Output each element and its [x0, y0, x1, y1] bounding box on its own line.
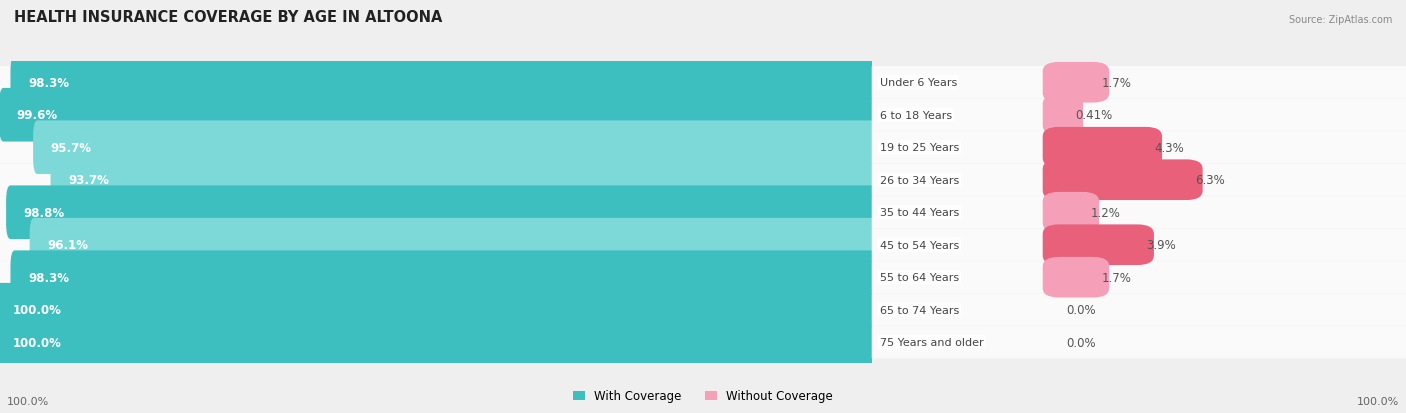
FancyBboxPatch shape [872, 229, 1406, 261]
Text: 1.2%: 1.2% [1091, 206, 1121, 219]
FancyBboxPatch shape [1043, 192, 1099, 233]
Text: 96.1%: 96.1% [46, 239, 89, 252]
Text: HEALTH INSURANCE COVERAGE BY AGE IN ALTOONA: HEALTH INSURANCE COVERAGE BY AGE IN ALTO… [14, 10, 443, 25]
Text: 4.3%: 4.3% [1154, 141, 1184, 154]
Text: 0.41%: 0.41% [1076, 109, 1112, 122]
FancyBboxPatch shape [1043, 128, 1161, 168]
Text: 98.8%: 98.8% [24, 206, 65, 219]
Text: 100.0%: 100.0% [1357, 396, 1399, 406]
FancyBboxPatch shape [6, 186, 876, 240]
Text: 1.7%: 1.7% [1101, 76, 1130, 90]
Text: 19 to 25 Years: 19 to 25 Years [880, 143, 959, 153]
Text: 6 to 18 Years: 6 to 18 Years [880, 110, 952, 121]
FancyBboxPatch shape [0, 100, 872, 131]
FancyBboxPatch shape [872, 164, 1406, 196]
Text: 3.9%: 3.9% [1146, 239, 1175, 252]
Text: 95.7%: 95.7% [51, 141, 91, 154]
FancyBboxPatch shape [0, 261, 872, 294]
Text: 93.7%: 93.7% [67, 174, 108, 187]
Text: Source: ZipAtlas.com: Source: ZipAtlas.com [1288, 15, 1392, 25]
FancyBboxPatch shape [0, 132, 872, 164]
FancyBboxPatch shape [872, 261, 1406, 294]
FancyBboxPatch shape [872, 100, 1406, 131]
FancyBboxPatch shape [1043, 257, 1109, 298]
FancyBboxPatch shape [0, 326, 872, 358]
FancyBboxPatch shape [872, 326, 1406, 358]
FancyBboxPatch shape [10, 56, 876, 110]
Text: 26 to 34 Years: 26 to 34 Years [880, 175, 959, 185]
FancyBboxPatch shape [0, 197, 872, 229]
Text: 45 to 54 Years: 45 to 54 Years [880, 240, 959, 250]
FancyBboxPatch shape [872, 132, 1406, 164]
Text: 65 to 74 Years: 65 to 74 Years [880, 305, 959, 315]
FancyBboxPatch shape [1043, 63, 1109, 103]
Text: 100.0%: 100.0% [13, 336, 62, 349]
Text: 0.0%: 0.0% [1067, 336, 1097, 349]
Text: 99.6%: 99.6% [17, 109, 58, 122]
FancyBboxPatch shape [1043, 95, 1083, 136]
FancyBboxPatch shape [872, 67, 1406, 99]
FancyBboxPatch shape [0, 89, 876, 142]
FancyBboxPatch shape [0, 229, 872, 261]
Text: 100.0%: 100.0% [13, 304, 62, 316]
Text: 100.0%: 100.0% [7, 396, 49, 406]
FancyBboxPatch shape [872, 197, 1406, 229]
FancyBboxPatch shape [30, 218, 876, 272]
Text: Under 6 Years: Under 6 Years [880, 78, 957, 88]
Text: 6.3%: 6.3% [1195, 174, 1225, 187]
Text: 98.3%: 98.3% [28, 76, 69, 90]
FancyBboxPatch shape [34, 121, 876, 175]
FancyBboxPatch shape [10, 251, 876, 304]
Text: 55 to 64 Years: 55 to 64 Years [880, 273, 959, 282]
FancyBboxPatch shape [0, 164, 872, 196]
Text: 0.0%: 0.0% [1067, 304, 1097, 316]
FancyBboxPatch shape [872, 294, 1406, 326]
FancyBboxPatch shape [0, 67, 872, 99]
FancyBboxPatch shape [1043, 160, 1202, 201]
FancyBboxPatch shape [51, 154, 876, 207]
Text: 35 to 44 Years: 35 to 44 Years [880, 208, 959, 218]
FancyBboxPatch shape [0, 316, 876, 369]
Legend: With Coverage, Without Coverage: With Coverage, Without Coverage [568, 385, 838, 407]
FancyBboxPatch shape [0, 283, 876, 337]
Text: 75 Years and older: 75 Years and older [880, 337, 983, 347]
FancyBboxPatch shape [1043, 225, 1154, 266]
FancyBboxPatch shape [0, 294, 872, 326]
Text: 1.7%: 1.7% [1101, 271, 1130, 284]
Text: 98.3%: 98.3% [28, 271, 69, 284]
